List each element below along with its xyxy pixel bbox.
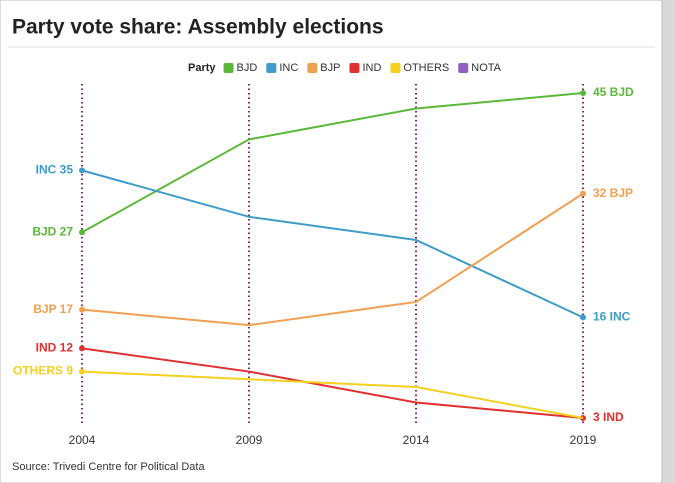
- series-line: [81, 192, 584, 327]
- series-line: [81, 370, 584, 419]
- legend-title: Party: [188, 62, 216, 74]
- x-tick-label: 2019: [570, 433, 597, 447]
- value-label: 32 BJP: [593, 186, 633, 200]
- value-label: INC 35: [36, 163, 74, 177]
- x-tick-label: 2004: [69, 433, 96, 447]
- legend-swatch: [349, 63, 360, 73]
- legend-label: OTHERS: [403, 62, 449, 74]
- legend-swatch: [390, 63, 401, 73]
- chart-title: Party vote share: Assembly elections: [12, 16, 384, 39]
- legend-label: BJD: [237, 62, 258, 74]
- value-label: IND 12: [36, 341, 74, 355]
- value-label: 45 BJD: [593, 85, 634, 99]
- series-line: [81, 169, 584, 319]
- end-dot: [580, 314, 586, 321]
- value-label: OTHERS 9: [13, 364, 73, 378]
- legend-label: NOTA: [471, 62, 501, 74]
- x-tick-label: 2009: [236, 433, 263, 447]
- legend-swatch: [458, 63, 469, 73]
- end-dot: [79, 345, 85, 352]
- end-dot: [79, 167, 85, 174]
- series-line: [81, 347, 584, 419]
- value-label: 3 IND: [593, 410, 624, 424]
- end-dot: [79, 306, 85, 313]
- x-tick-label: 2014: [403, 433, 430, 447]
- end-dot: [580, 90, 586, 96]
- legend-swatch: [266, 63, 277, 73]
- end-dot: [79, 368, 85, 375]
- legend-label: IND: [362, 62, 381, 74]
- value-label: BJD 27: [32, 224, 73, 238]
- value-label: 16 INC: [593, 310, 631, 324]
- legend-swatch: [223, 63, 234, 73]
- end-dot: [580, 190, 586, 197]
- series-line: [81, 92, 584, 234]
- legend-label: INC: [279, 62, 298, 74]
- source: Source: Trivedi Centre for Political Dat…: [12, 461, 205, 473]
- end-dot: [79, 229, 85, 236]
- legend-swatch: [307, 63, 318, 73]
- legend-label: BJP: [320, 62, 340, 74]
- value-label: BJP 17: [33, 302, 73, 316]
